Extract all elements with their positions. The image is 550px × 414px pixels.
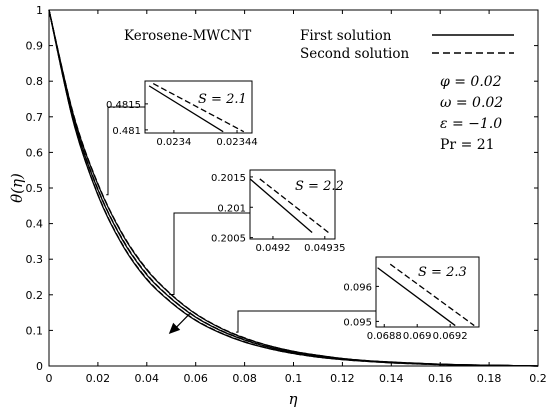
x-tick-label: 0.1: [285, 372, 303, 385]
plot-area: 0 0.02 0.04 0.06 0.08 0.1 0.12 0.14 0.16 0.18 0.20…: [26, 4, 547, 385]
x-tick-label: 0.2: [529, 372, 547, 385]
x-tick-label: 0.16: [428, 372, 453, 385]
x-tick-label: 0.02: [86, 372, 111, 385]
x-tick-label: 0.14: [379, 372, 404, 385]
inset-connector-1: [106, 106, 145, 196]
inset-group: S = 2.1 0.0234 0.02344 0.4815 0.481 S = 2.2 0.…: [106, 80, 480, 342]
x-tick-label: 0.06: [183, 372, 208, 385]
inset-connectors: [106, 106, 376, 333]
y-tick-label: 0.6: [26, 146, 44, 159]
inset-3: S = 2.3 0.0688 0.069 0.0692 0.096 0.095: [343, 256, 480, 342]
trend-arrow: [168, 312, 192, 334]
param-epsilon: ε = −1.0: [440, 116, 502, 132]
inset-connector-3: [236, 310, 376, 333]
x-axis-label: η: [289, 390, 298, 408]
inset-y-tick-label: 0.2005: [211, 234, 246, 245]
curve-group: [48, 9, 539, 367]
legend-label-second: Second solution: [300, 46, 409, 62]
inset-x-tick-label: 0.0492: [255, 243, 290, 254]
inset-2: S = 2.2 0.0492 0.04935 0.2015 0.201 0.2005: [211, 169, 345, 254]
x-tick-label: 0.18: [477, 372, 502, 385]
x-tick-label: 0: [46, 372, 53, 385]
x-tick-label: 0.04: [135, 372, 160, 385]
inset-label: S = 2.2: [295, 179, 344, 194]
param-omega: ω = 0.02: [440, 95, 503, 111]
inset-label: S = 2.3: [418, 265, 467, 280]
trend-arrow-head: [168, 322, 181, 334]
y-tick-label: 0.9: [26, 40, 44, 53]
inset-y-tick-label: 0.096: [343, 282, 372, 293]
parameter-list: φ = 0.02 ω = 0.02 ε = −1.0 Pr = 21: [440, 74, 503, 153]
inset-line-first: [249, 178, 313, 233]
inset-y-tick-label: 0.095: [343, 317, 372, 328]
axis-ticks: 0 0.02 0.04 0.06 0.08 0.1 0.12 0.14 0.16 0.18 0.20…: [26, 4, 547, 385]
inset-x-tick-label: 0.0688: [367, 331, 402, 342]
x-tick-label: 0.12: [330, 372, 355, 385]
inset-x-tick-label: 0.04935: [304, 243, 345, 254]
y-tick-label: 0.8: [26, 75, 44, 88]
legend-label-first: First solution: [300, 28, 392, 44]
y-tick-label: 0: [36, 360, 43, 373]
inset-y-tick-label: 0.4815: [106, 100, 141, 111]
inset-label: S = 2.1: [198, 92, 247, 107]
inset-line-second: [152, 83, 245, 133]
inset-x-tick-label: 0.069: [403, 331, 432, 342]
y-tick-label: 0.1: [26, 324, 44, 337]
x-tick-label: 0.08: [232, 372, 257, 385]
fluid-label: Kerosene-MWCNT: [124, 28, 251, 44]
y-tick-label: 0.2: [26, 289, 44, 302]
inset-y-tick-label: 0.201: [217, 203, 246, 214]
series-line-first-S2.3: [48, 9, 539, 367]
inset-y-tick-label: 0.481: [112, 126, 141, 137]
inset-line-first: [148, 85, 224, 133]
y-tick-label: 0.3: [26, 253, 44, 266]
legend: First solution Second solution: [300, 28, 514, 62]
inset-line-second: [259, 178, 329, 234]
inset-line-second: [389, 263, 475, 327]
y-tick-label: 0.4: [26, 218, 44, 231]
param-phi: φ = 0.02: [440, 74, 502, 90]
param-pr: Pr = 21: [440, 137, 495, 153]
y-tick-label: 0.5: [26, 182, 44, 195]
inset-x-tick-label: 0.02344: [216, 137, 257, 148]
inset-1: S = 2.1 0.0234 0.02344 0.4815 0.481: [106, 80, 258, 148]
y-tick-label: 0.7: [26, 111, 44, 124]
inset-y-tick-label: 0.2015: [211, 173, 246, 184]
inset-x-tick-label: 0.0234: [156, 137, 191, 148]
y-tick-label: 1: [36, 4, 43, 17]
inset-connector-2: [169, 212, 250, 295]
y-axis-label: θ(η): [8, 173, 26, 203]
inset-x-tick-label: 0.0692: [433, 331, 468, 342]
inset-line-first: [377, 267, 456, 327]
